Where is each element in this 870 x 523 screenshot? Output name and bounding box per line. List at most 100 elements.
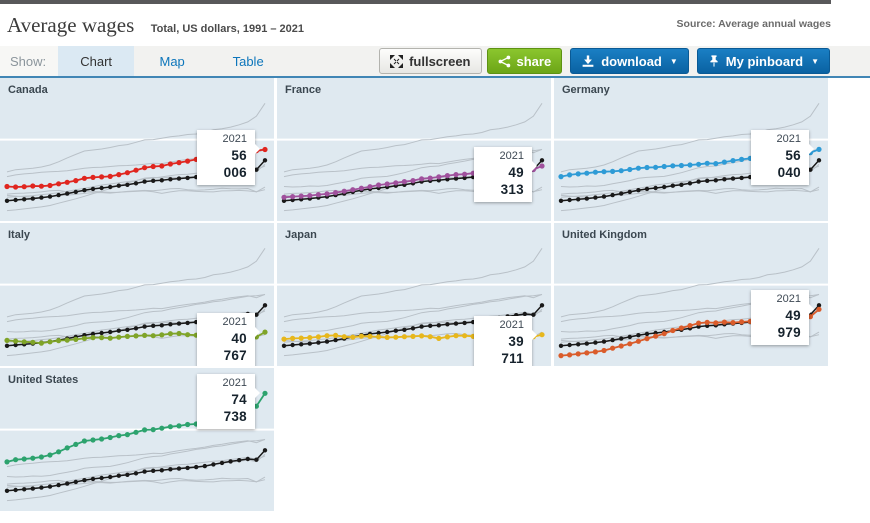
download-button[interactable]: download ▼	[570, 48, 689, 74]
oecd-point	[125, 327, 130, 332]
oecd-point	[376, 330, 381, 336]
panel-country-label: Italy	[8, 229, 31, 241]
tooltip-pointer	[532, 329, 542, 340]
chart-panel-germany[interactable]: Germany 2021 56 040	[554, 78, 828, 221]
japan-point	[324, 333, 330, 339]
japan-point	[462, 333, 468, 339]
italy-point	[167, 331, 173, 337]
oecd-point	[151, 178, 156, 183]
oecd-point	[687, 181, 693, 186]
oecd-point	[39, 485, 44, 490]
oecd-point	[662, 184, 667, 190]
context-line-germany	[6, 293, 266, 323]
france-point	[333, 190, 339, 196]
chart-panel-japan[interactable]: Japan 2021 39 711	[277, 223, 551, 366]
united-states-point	[99, 436, 105, 442]
oecd-point	[133, 326, 139, 331]
line-chart	[277, 248, 551, 357]
united-kingdom-point	[661, 331, 667, 337]
oecd-point	[462, 320, 467, 326]
canada-point	[21, 184, 27, 190]
japan-point	[281, 336, 287, 342]
oecd-point	[237, 458, 242, 463]
germany-point	[721, 159, 727, 165]
context-line-germany	[283, 293, 543, 323]
japan-point	[290, 335, 296, 341]
oecd-point	[445, 322, 450, 327]
oecd-point	[56, 192, 61, 198]
context-line-united-states	[560, 248, 820, 318]
canada-point	[73, 178, 79, 184]
tooltip-pointer	[255, 327, 265, 338]
value-tooltip: 2021 40 767	[197, 313, 260, 366]
share-button[interactable]: share	[486, 48, 563, 74]
context-line-united-kingdom	[6, 453, 266, 502]
canada-point	[262, 146, 268, 153]
united-kingdom-point	[816, 306, 822, 312]
chart-panel-united-states[interactable]: United States 2021 74 738	[0, 368, 274, 511]
oecd-point	[290, 342, 295, 348]
oecd-point	[22, 487, 27, 492]
tooltip-pointer	[255, 144, 265, 155]
oecd-point	[281, 343, 287, 348]
italy-point	[124, 333, 130, 339]
oecd-point	[56, 482, 61, 488]
united-kingdom-point	[635, 338, 641, 344]
germany-point	[670, 163, 676, 169]
italy-point	[73, 336, 79, 342]
context-line-canada	[6, 294, 266, 333]
oecd-point	[539, 303, 545, 308]
view-toolbar: Show: Chart Map Table fullscreen	[0, 46, 870, 78]
tooltip-year: 2021	[499, 149, 524, 162]
japan-point	[393, 334, 399, 340]
chart-panel-united-kingdom[interactable]: United Kingdom 2021 49 979	[554, 223, 828, 366]
oecd-point	[453, 176, 459, 181]
oecd-point	[73, 189, 79, 195]
tooltip-pointer	[255, 388, 265, 399]
oecd-point	[99, 475, 104, 481]
france-point	[444, 173, 450, 179]
oecd-point	[584, 341, 589, 346]
italy-point	[4, 337, 10, 343]
oecd-point	[65, 191, 70, 196]
france-point	[376, 182, 382, 188]
canada-point	[30, 183, 36, 189]
united-kingdom-point	[704, 319, 710, 325]
oecd-point	[185, 175, 190, 181]
source-label: Source: Average annual wages	[676, 18, 831, 30]
oecd-point	[13, 487, 18, 493]
value-tooltip: 2021 74 738	[197, 374, 260, 430]
oecd-point	[90, 476, 96, 482]
oecd-point	[245, 456, 250, 462]
united-states-point	[159, 425, 165, 431]
canada-point	[159, 163, 165, 169]
panel-country-label: Germany	[562, 84, 610, 96]
united-states-point	[38, 454, 45, 460]
japan-point	[358, 333, 364, 339]
tab-map[interactable]: Map	[159, 54, 185, 69]
chart-panel-france[interactable]: France 2021 49 313	[277, 78, 551, 221]
tab-table[interactable]: Table	[232, 54, 264, 69]
tooltip-value: 40 767	[223, 331, 247, 364]
united-kingdom-point	[592, 349, 598, 355]
chart-panel-canada[interactable]: Canada 2021 56 006	[0, 78, 274, 221]
germany-point	[584, 170, 590, 176]
france-point	[307, 193, 313, 199]
canada-point	[56, 181, 62, 187]
oecd-point	[4, 343, 10, 348]
oecd-point	[619, 336, 624, 341]
chart-panel-italy[interactable]: Italy 2021 40 767	[0, 223, 274, 366]
my-pinboard-button[interactable]: My pinboard ▼	[696, 48, 830, 74]
france-point	[290, 194, 296, 200]
tab-chart[interactable]: Chart	[58, 46, 135, 76]
fullscreen-button[interactable]: fullscreen	[379, 48, 482, 74]
canada-point	[167, 161, 173, 167]
toolbar-buttons: fullscreen share download ▼	[379, 46, 870, 76]
italy-point	[81, 335, 87, 341]
canada-point	[4, 183, 10, 190]
oecd-point	[593, 340, 598, 345]
oecd-point	[39, 195, 44, 200]
japan-point	[436, 335, 442, 341]
germany-point	[644, 164, 650, 171]
oecd-point	[436, 323, 441, 328]
